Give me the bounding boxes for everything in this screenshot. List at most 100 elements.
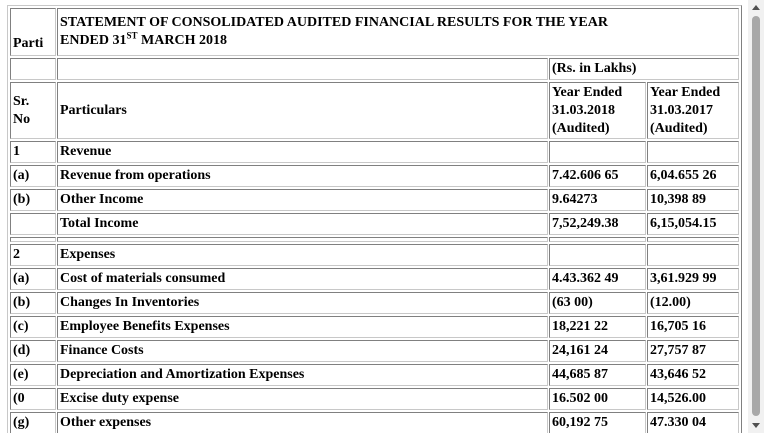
text: 27,757 87 — [650, 343, 706, 358]
cell-particulars: Other Income — [57, 189, 548, 211]
text: 47.330 04 — [650, 415, 706, 430]
text: Parti — [13, 36, 44, 51]
cell-y2018: 9.64273 — [549, 189, 646, 211]
text: 10,398 89 — [650, 192, 706, 207]
empty-cell — [647, 237, 739, 242]
text: Sr. — [13, 93, 30, 109]
text: Revenue from operations — [60, 168, 211, 183]
scroll-thumb[interactable] — [752, 16, 760, 416]
text: 14,526.00 — [650, 391, 706, 406]
text: (63 00) — [552, 295, 593, 310]
empty-cell — [549, 244, 646, 266]
cell-y2018: 60,192 75 — [549, 412, 646, 433]
cell-sr: (e) — [10, 364, 56, 386]
units-cell: (Rs. in Lakhs) — [549, 58, 739, 80]
text: Employee Benefits Expenses — [60, 319, 230, 334]
text: Finance Costs — [60, 343, 144, 358]
cell-y2017: 27,757 87 — [647, 340, 739, 362]
empty-cell — [57, 237, 548, 242]
scrollbar[interactable] — [748, 0, 764, 433]
empty-cell — [549, 141, 646, 163]
text: 7,52,249.38 — [552, 216, 619, 231]
text: Year Ended — [650, 84, 721, 100]
text: Excise duty expense — [60, 391, 179, 406]
cell-particulars: Finance Costs — [57, 340, 548, 362]
cell-particulars: Revenue — [57, 141, 548, 163]
text: (a) — [13, 168, 30, 183]
header-col1: Parti — [10, 8, 56, 56]
column-header: Year Ended 31.03.2017 (Audited) — [647, 82, 739, 139]
cell-y2017: 6,04.655 26 — [647, 165, 739, 187]
text: (a) — [13, 271, 30, 286]
column-header: Particulars — [57, 82, 548, 139]
column-header: Sr. No — [10, 82, 56, 139]
cell-y2017: (12.00) — [647, 292, 739, 314]
text: Particulars — [60, 102, 127, 118]
cell-y2018: 16.502 00 — [549, 388, 646, 410]
cell-y2018: 7,52,249.38 — [549, 213, 646, 235]
table-border — [7, 5, 742, 433]
cell-sr: (b) — [10, 189, 56, 211]
cell-y2017: 16,705 16 — [647, 316, 739, 338]
text: 2 — [13, 247, 20, 262]
scroll-arrows — [752, 5, 760, 428]
title-part: ENDED 31 — [60, 33, 127, 48]
text: (d) — [13, 343, 31, 358]
text: (Rs. in Lakhs) — [552, 61, 637, 76]
cell-sr: 1 — [10, 141, 56, 163]
cell-y2017: 43,646 52 — [647, 364, 739, 386]
cell-y2018: 18,221 22 — [549, 316, 646, 338]
text: 6,04.655 26 — [650, 168, 717, 183]
text: 24,161 24 — [552, 343, 608, 358]
cell-y2018: (63 00) — [549, 292, 646, 314]
empty-cell — [549, 237, 646, 242]
text: Other expenses — [60, 415, 152, 430]
cell-particulars: Cost of materials consumed — [57, 268, 548, 290]
text: 43,646 52 — [650, 367, 706, 382]
cell-sr: (g) — [10, 412, 56, 433]
title: ENDED 31ST MARCH 2018 — [60, 30, 738, 50]
cell-y2017: 47.330 04 — [647, 412, 739, 433]
empty-cell — [10, 237, 56, 242]
text: 60,192 75 — [552, 415, 608, 430]
text: (b) — [13, 192, 31, 207]
text: No — [13, 111, 31, 127]
text: Other Income — [60, 192, 144, 207]
cell-particulars: Depreciation and Amortization Expenses — [57, 364, 548, 386]
text: Changes In Inventories — [60, 295, 200, 310]
text: 4.43.362 49 — [552, 271, 619, 286]
empty-cell — [57, 58, 548, 80]
text: 16.502 00 — [552, 391, 608, 406]
text: Total Income — [60, 216, 139, 231]
column-header: Year Ended 31.03.2018 (Audited) — [549, 82, 646, 139]
title-cell: STATEMENT OF CONSOLIDATED AUDITED FINANC… — [57, 8, 739, 56]
cell-y2017: 6,15,054.15 — [647, 213, 739, 235]
cell-y2017: 3,61.929 99 — [647, 268, 739, 290]
cell-y2018: 7.42.606 65 — [549, 165, 646, 187]
text: Expenses — [60, 247, 116, 262]
cell-particulars: Expenses — [57, 244, 548, 266]
cell-y2017: 10,398 89 — [647, 189, 739, 211]
title: STATEMENT OF CONSOLIDATED AUDITED FINANC… — [60, 15, 608, 30]
empty-cell — [647, 244, 739, 266]
cell-particulars: Employee Benefits Expenses — [57, 316, 548, 338]
text: (Audited) — [650, 120, 708, 136]
text: 3,61.929 99 — [650, 271, 717, 286]
text: (e) — [13, 367, 29, 382]
cell-particulars: Other expenses — [57, 412, 548, 433]
text: (c) — [13, 319, 29, 334]
empty-cell — [10, 58, 56, 80]
text: 6,15,054.15 — [650, 216, 717, 231]
cell-sr: (b) — [10, 292, 56, 314]
text: Depreciation and Amortization Expenses — [60, 367, 305, 382]
cell-sr: (c) — [10, 316, 56, 338]
cell-y2017: 14,526.00 — [647, 388, 739, 410]
title-part: MARCH 2018 — [141, 33, 227, 48]
cell-sr: 2 — [10, 244, 56, 266]
text: 31.03.2018 — [552, 102, 615, 118]
text: Year Ended — [552, 84, 623, 100]
cell-sr: (d) — [10, 340, 56, 362]
superscript: ST — [126, 30, 138, 41]
empty-cell — [10, 213, 56, 235]
